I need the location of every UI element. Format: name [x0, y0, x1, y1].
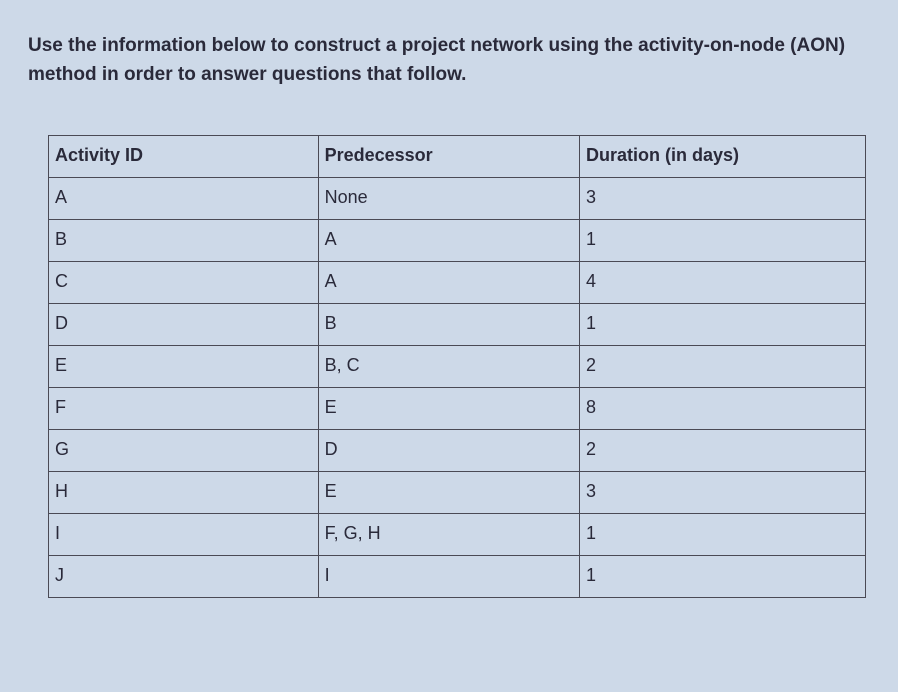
table-row: B A 1 — [49, 220, 866, 262]
cell-predecessor: E — [318, 388, 579, 430]
cell-predecessor: D — [318, 430, 579, 472]
cell-duration: 1 — [580, 514, 866, 556]
cell-predecessor: None — [318, 178, 579, 220]
col-header-predecessor: Predecessor — [318, 136, 579, 178]
cell-duration: 4 — [580, 262, 866, 304]
cell-duration: 8 — [580, 388, 866, 430]
cell-predecessor: B — [318, 304, 579, 346]
cell-predecessor: I — [318, 556, 579, 598]
table-row: E B, C 2 — [49, 346, 866, 388]
cell-predecessor: F, G, H — [318, 514, 579, 556]
col-header-duration: Duration (in days) — [580, 136, 866, 178]
cell-activity-id: J — [49, 556, 319, 598]
table-row: A None 3 — [49, 178, 866, 220]
table-row: I F, G, H 1 — [49, 514, 866, 556]
instruction-text: Use the information below to construct a… — [28, 32, 870, 89]
table-row: F E 8 — [49, 388, 866, 430]
cell-duration: 2 — [580, 430, 866, 472]
table-row: J I 1 — [49, 556, 866, 598]
table-row: G D 2 — [49, 430, 866, 472]
cell-duration: 3 — [580, 472, 866, 514]
cell-duration: 1 — [580, 556, 866, 598]
cell-activity-id: A — [49, 178, 319, 220]
table-container: Activity ID Predecessor Duration (in day… — [28, 135, 870, 598]
cell-predecessor: A — [318, 262, 579, 304]
cell-activity-id: G — [49, 430, 319, 472]
cell-predecessor: A — [318, 220, 579, 262]
cell-duration: 2 — [580, 346, 866, 388]
cell-activity-id: F — [49, 388, 319, 430]
cell-duration: 1 — [580, 304, 866, 346]
cell-activity-id: E — [49, 346, 319, 388]
table-header-row: Activity ID Predecessor Duration (in day… — [49, 136, 866, 178]
table-row: C A 4 — [49, 262, 866, 304]
table-row: D B 1 — [49, 304, 866, 346]
cell-activity-id: D — [49, 304, 319, 346]
cell-activity-id: B — [49, 220, 319, 262]
cell-duration: 1 — [580, 220, 866, 262]
cell-predecessor: B, C — [318, 346, 579, 388]
cell-activity-id: I — [49, 514, 319, 556]
col-header-activity-id: Activity ID — [49, 136, 319, 178]
activity-table: Activity ID Predecessor Duration (in day… — [48, 135, 866, 598]
cell-duration: 3 — [580, 178, 866, 220]
cell-predecessor: E — [318, 472, 579, 514]
table-row: H E 3 — [49, 472, 866, 514]
cell-activity-id: C — [49, 262, 319, 304]
cell-activity-id: H — [49, 472, 319, 514]
